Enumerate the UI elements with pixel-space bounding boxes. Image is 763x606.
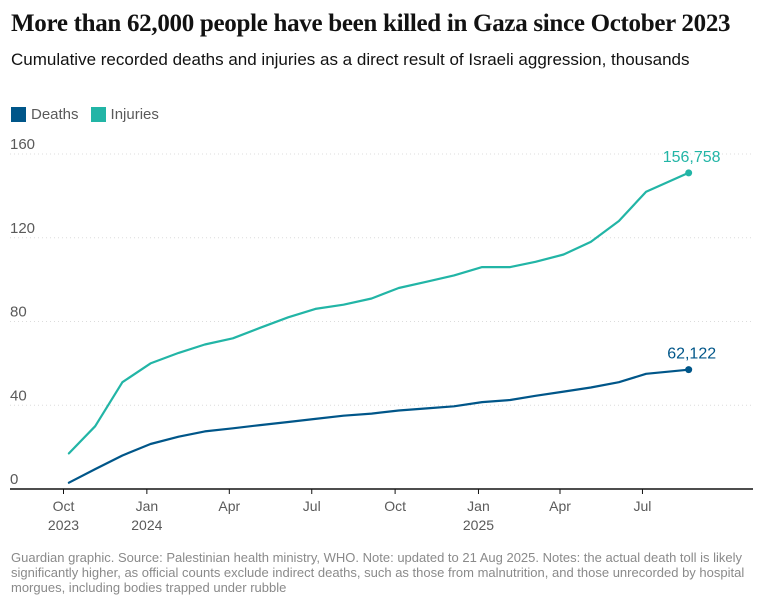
legend-swatch-deaths (11, 106, 26, 122)
chart-legend: Deaths Injuries (11, 104, 171, 124)
x-tick-label-4: Oct (384, 498, 406, 514)
x-tick-label-6: Apr (549, 498, 571, 514)
legend-label-injuries: Injuries (110, 105, 159, 123)
chart-subtitle: Cumulative recorded deaths and injuries … (11, 50, 690, 69)
x-tick-label-0: Oct (53, 498, 75, 514)
y-tick-label-160: 160 (10, 136, 35, 153)
end-label-deaths: 62,122 (667, 346, 716, 363)
line-chart: 0 40 80 120 160 Oct 2023 Jan 2024 Apr Jul Oct Jan 202… (10, 136, 753, 533)
legend-label-deaths: Deaths (31, 105, 79, 123)
x-tick-label-1: Jan (136, 498, 159, 514)
series-line-deaths (67, 368, 690, 484)
x-tick-sublabel-1: 2024 (131, 517, 162, 533)
x-tick-sublabel-0: 2023 (48, 517, 79, 533)
y-tick-label-80: 80 (10, 304, 27, 321)
x-tick-label-5: Jan (467, 498, 490, 514)
chart-footnote: Guardian graphic. Source: Palestinian he… (11, 550, 745, 595)
chart-title: More than 62,000 people have been killed… (11, 10, 731, 37)
x-tick-sublabel-5: 2025 (463, 517, 494, 533)
y-tick-label-120: 120 (10, 220, 35, 237)
legend-swatch-injuries (90, 106, 106, 122)
series-line-injuries (67, 171, 690, 455)
x-tick-label-3: Jul (303, 498, 321, 514)
end-point-injuries (685, 169, 693, 177)
end-point-deaths (685, 366, 693, 374)
x-tick-label-7: Jul (634, 498, 652, 514)
x-tick-label-2: Apr (218, 498, 240, 514)
y-tick-label-0: 0 (10, 471, 18, 488)
legend-item-injuries: Injuries (90, 105, 159, 123)
y-tick-label-40: 40 (10, 387, 27, 404)
legend-item-deaths: Deaths (11, 106, 79, 123)
end-label-injuries: 156,758 (663, 149, 721, 166)
